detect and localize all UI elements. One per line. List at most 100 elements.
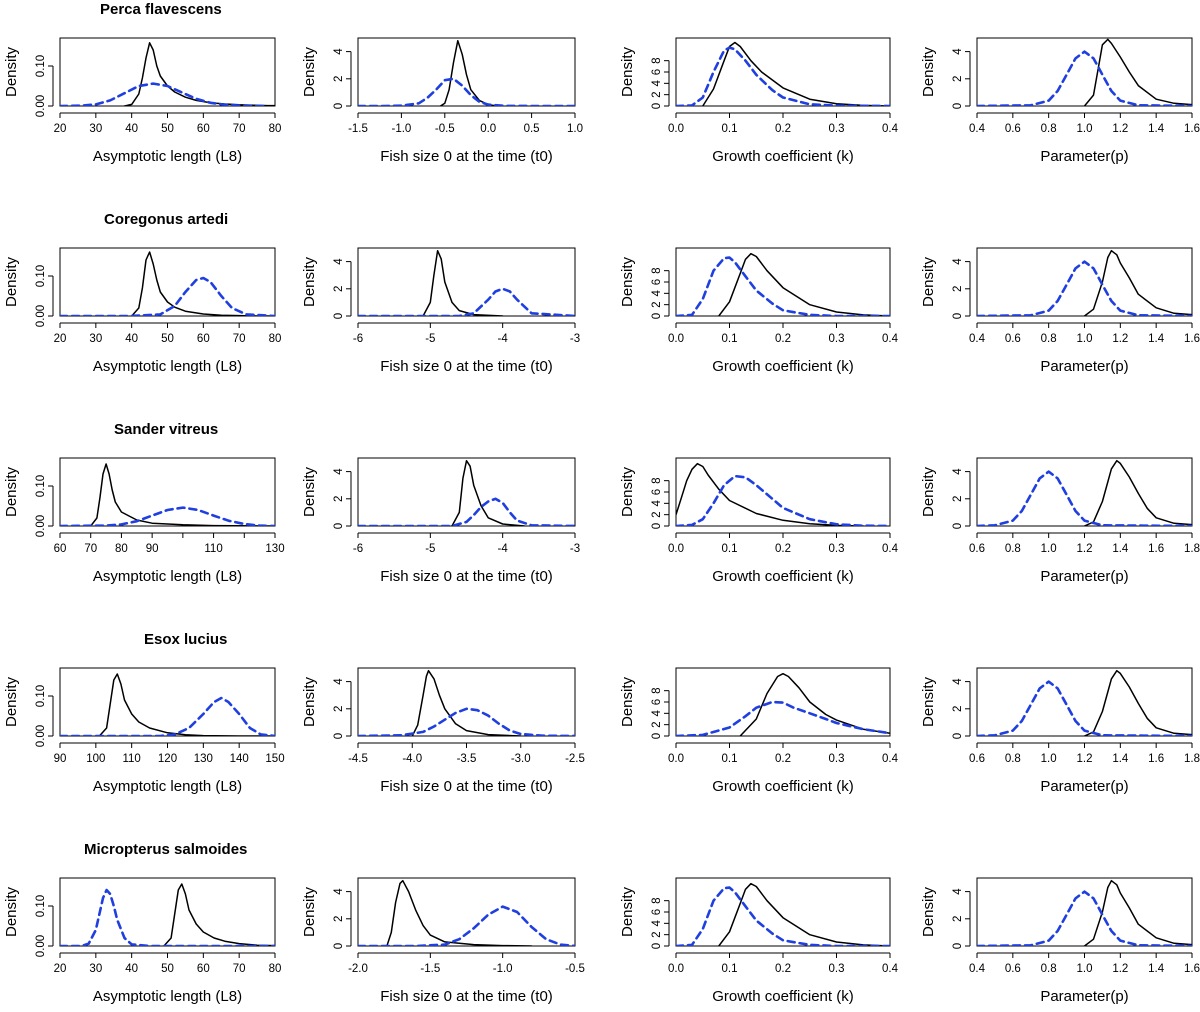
x-tick-label: 120 (158, 753, 177, 765)
panel-1-0: 20 30 40 50 60 70 80 0.00 0.10 Asymptotic length … (3, 247, 282, 375)
y-tick-label: 6 (651, 909, 663, 915)
y-tick-label: 4 (333, 888, 345, 895)
x-tick-label: 90 (146, 543, 159, 555)
x-tick-label: 0.4 (882, 543, 899, 555)
x-tick-label: -3 (570, 543, 580, 555)
x-tick-label: 0.6 (1005, 123, 1021, 135)
x-axis-label: Growth coefficient (k) (712, 568, 853, 585)
x-tick-label: -1.0 (391, 123, 411, 135)
plot-frame (59, 667, 276, 737)
posterior-density-curve (1083, 459, 1192, 526)
y-tick-label: 2 (333, 286, 345, 292)
y-tick-label: 4 (952, 888, 964, 895)
x-axis-label: Asymptotic length (L8) (93, 778, 242, 795)
x-axis-label: Fish size 0 at the time (t0) (380, 358, 553, 375)
plot-frame (357, 877, 576, 947)
posterior-density-curve (718, 882, 890, 946)
panel-4-3: 0.4 0.6 0.8 1.0 1.2 1.4 1.6 0 2 4 Parameter(p) Dens… (920, 877, 1200, 1005)
x-tick-label: 0.4 (882, 753, 899, 765)
y-axis-label: Density (301, 676, 318, 727)
prior-density-curve (676, 700, 890, 736)
y-tick-label: 6 (651, 69, 663, 75)
y-axis-label: Density (619, 886, 636, 937)
y-tick-label: 4 (651, 290, 663, 297)
panel-4-1: -2.0 -1.5 -1.0 -0.5 0 2 4 Fish size 0 at the ti… (301, 877, 585, 1005)
x-tick-label: 20 (54, 333, 67, 345)
x-tick-label: 80 (115, 543, 128, 555)
plot-frame (357, 247, 576, 317)
y-tick-label: 6 (651, 489, 663, 495)
x-tick-label: 1.6 (1184, 333, 1200, 345)
x-tick-label: 1.2 (1077, 753, 1093, 765)
x-tick-label: 0.0 (480, 123, 496, 135)
panel-3-1: -4.5 -4.0 -3.5 -3.0 -2.5 0 2 4 Fish size 0 at th… (301, 667, 585, 795)
x-tick-label: 80 (269, 333, 282, 345)
y-tick-label: 0 (333, 523, 345, 529)
panel-3-3: 0.6 0.8 1.0 1.2 1.4 1.6 1.8 0 2 4 Parameter(p) Dens… (920, 667, 1200, 795)
y-tick-label: 2 (651, 931, 663, 937)
x-tick-label: 1.2 (1112, 963, 1128, 975)
x-tick-label: 20 (54, 963, 67, 975)
y-tick-label: 2 (333, 706, 345, 712)
y-tick-label: 0 (651, 523, 663, 529)
x-tick-label: 0.4 (969, 333, 986, 345)
x-tick-label: 0.8 (1041, 963, 1057, 975)
plot-frame (976, 37, 1193, 107)
y-tick-label: 6 (651, 699, 663, 705)
x-tick-label: -6 (353, 543, 363, 555)
x-tick-label: 0.0 (668, 963, 684, 975)
y-tick-label: 0 (952, 103, 964, 109)
x-tick-label: 0.8 (1005, 753, 1021, 765)
x-tick-label: -5 (425, 333, 435, 345)
x-tick-label: -2.0 (348, 963, 368, 975)
x-tick-label: 0.2 (775, 963, 791, 975)
prior-density-curve (358, 707, 575, 736)
y-axis-label: Density (301, 256, 318, 307)
x-axis-label: Growth coefficient (k) (712, 148, 853, 165)
plot-frame (675, 667, 891, 737)
x-tick-label: 0.3 (829, 333, 845, 345)
posterior-density-curve (739, 672, 890, 736)
prior-density-curve (358, 497, 575, 526)
prior-density-curve (60, 888, 275, 946)
y-tick-label: 4 (952, 468, 964, 475)
prior-density-curve (977, 50, 1192, 106)
plot-frame (976, 667, 1193, 737)
x-tick-label: -3.5 (457, 753, 477, 765)
panel-2-1: -6 -5 -4 -3 0 2 4 Fish size 0 at the time (t0) D… (301, 457, 580, 585)
y-tick-label: 4 (651, 80, 663, 87)
y-tick-label: 0.10 (35, 265, 47, 287)
prior-density-curve (977, 260, 1192, 316)
x-tick-label: 0.8 (1041, 123, 1057, 135)
plot-frame (675, 37, 891, 107)
y-axis-label: Density (3, 466, 20, 517)
x-tick-label: -1.0 (493, 963, 513, 975)
x-axis-label: Parameter(p) (1040, 988, 1128, 1005)
y-tick-label: 0.10 (35, 55, 47, 77)
plot-frame (976, 457, 1193, 527)
x-tick-label: 0.0 (668, 543, 684, 555)
x-tick-label: 50 (161, 963, 174, 975)
x-tick-label: 0.3 (829, 753, 845, 765)
species-title: Esox lucius (144, 631, 227, 648)
panel-3-0: 90 100 110 120 130 140 150 0.00 0.10 Asymptotic l… (3, 667, 285, 795)
panel-0-0: 20 30 40 50 60 70 80 0.00 0.10 Asymptotic length … (3, 37, 281, 165)
x-tick-label: -1.5 (420, 963, 440, 975)
x-tick-label: 60 (197, 333, 210, 345)
y-axis-label: Density (619, 256, 636, 307)
posterior-density-curve (718, 252, 890, 316)
x-tick-label: 60 (197, 963, 210, 975)
posterior-density-curve (422, 249, 504, 316)
y-tick-label: 2 (651, 301, 663, 307)
x-tick-label: 0.6 (1005, 963, 1021, 975)
panel-4-0: 20 30 40 50 60 70 80 0.00 0.10 Asymptotic length … (3, 877, 281, 1005)
x-tick-label: 1.4 (1112, 753, 1129, 765)
y-tick-label: 0.00 (35, 725, 47, 747)
x-tick-label: 70 (233, 333, 246, 345)
y-tick-label: 0.10 (35, 895, 47, 917)
plot-frame (59, 457, 276, 527)
y-tick-label: 4 (651, 500, 663, 507)
prior-density-curve (358, 287, 575, 316)
x-tick-label: 1.0 (1077, 333, 1093, 345)
y-axis-label: Density (301, 886, 318, 937)
